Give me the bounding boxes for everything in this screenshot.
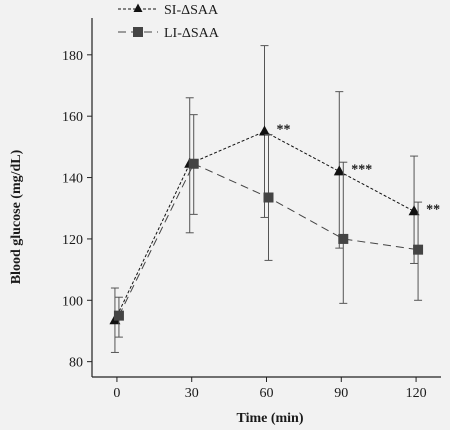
- y-tick-label: 100: [62, 294, 83, 309]
- series-line: [114, 130, 415, 321]
- significance-annotation: **: [277, 123, 291, 138]
- y-tick-label: 160: [62, 110, 83, 125]
- y-tick-label: 120: [62, 233, 83, 248]
- x-tick-label: 30: [185, 386, 199, 401]
- data-point-square: [113, 310, 124, 321]
- data-point-triangle: [408, 205, 420, 216]
- x-tick-label: 60: [260, 386, 274, 401]
- x-tick-label: 0: [113, 386, 120, 401]
- x-axis-title: Time (min): [236, 411, 303, 426]
- legend-label-li: LI-ΔSAA: [164, 26, 220, 41]
- y-tick-label: 80: [69, 356, 83, 371]
- data-point-square: [413, 244, 424, 255]
- annotation-layer: *******: [277, 123, 441, 218]
- y-tick-label: 140: [62, 172, 83, 187]
- data-point-square: [188, 158, 199, 169]
- series-layer: [109, 45, 424, 353]
- x-tick-label: 120: [406, 386, 427, 401]
- y-axis-title: Blood glucose (mg/dL): [9, 149, 24, 284]
- data-point-triangle: [259, 125, 270, 136]
- legend-marker-triangle: [133, 3, 143, 12]
- data-point-square: [338, 233, 349, 244]
- y-ticks: 80 100 120 140 160 180: [62, 49, 92, 371]
- legend-marker-square: [133, 27, 143, 37]
- x-tick-label: 90: [334, 386, 348, 401]
- data-point-triangle: [333, 165, 345, 176]
- legend-label-si: SI-ΔSAA: [164, 3, 219, 18]
- y-tick-label: 180: [62, 49, 83, 64]
- x-ticks: 0 30 60 90 120: [113, 377, 427, 401]
- significance-annotation: **: [426, 202, 440, 217]
- series-li-saa: [113, 114, 424, 338]
- data-point-square: [263, 192, 274, 203]
- legend: SI-ΔSAA LI-ΔSAA: [118, 3, 220, 41]
- significance-annotation: ***: [351, 162, 372, 177]
